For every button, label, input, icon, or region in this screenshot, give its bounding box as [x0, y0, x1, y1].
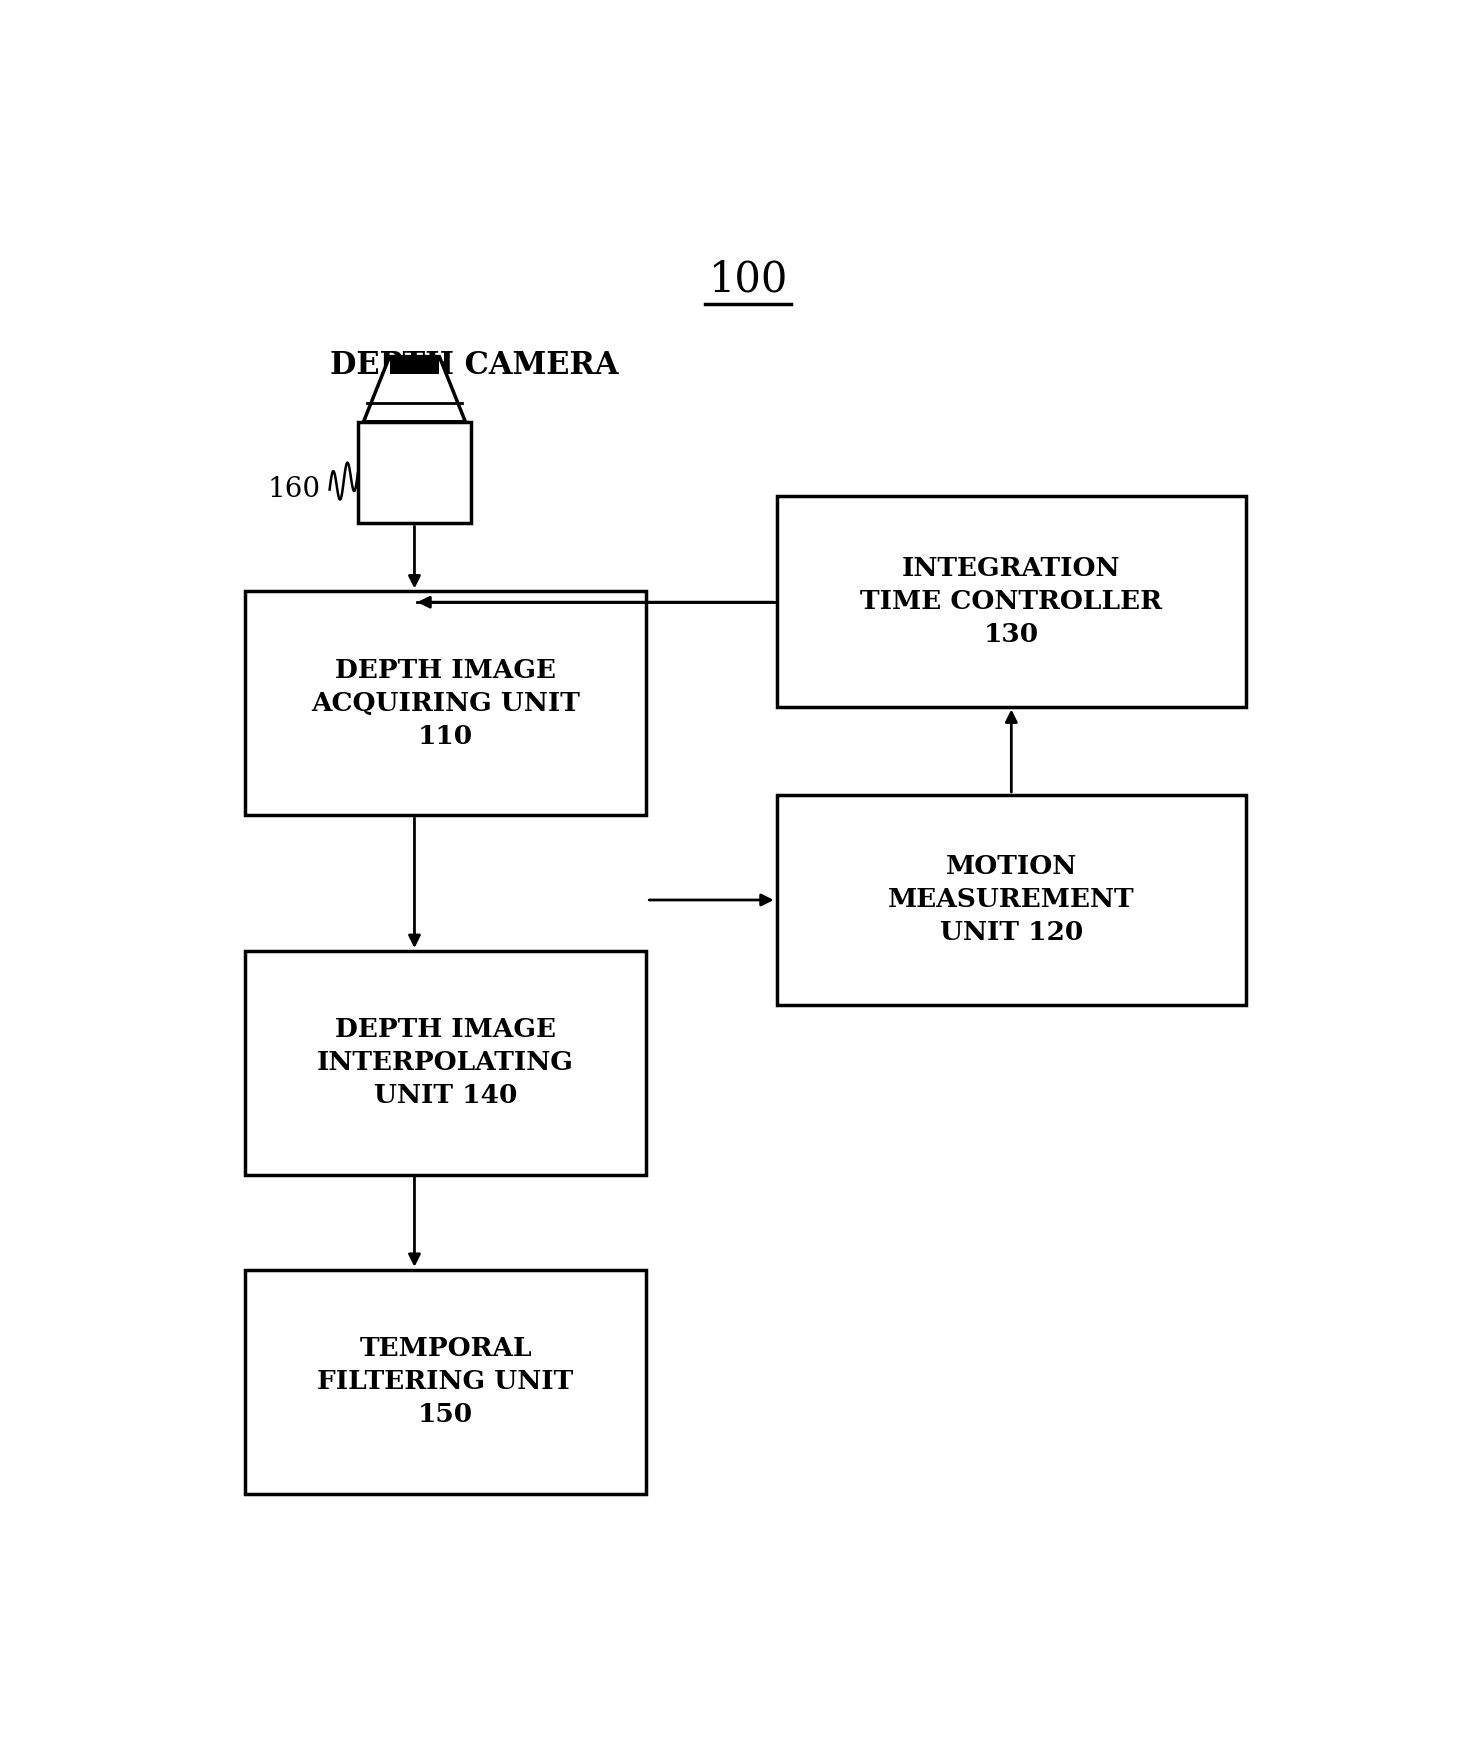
Text: INTEGRATION
TIME CONTROLLER
130: INTEGRATION TIME CONTROLLER 130 — [860, 557, 1162, 647]
Text: TEMPORAL
FILTERING UNIT
150: TEMPORAL FILTERING UNIT 150 — [317, 1336, 574, 1427]
Text: 160: 160 — [267, 476, 321, 504]
Text: DEPTH IMAGE
ACQUIRING UNIT
110: DEPTH IMAGE ACQUIRING UNIT 110 — [311, 657, 580, 749]
Bar — [390, 358, 439, 374]
Bar — [245, 951, 647, 1175]
Text: 100: 100 — [708, 259, 788, 301]
Text: MOTION
MEASUREMENT
UNIT 120: MOTION MEASUREMENT UNIT 120 — [888, 855, 1134, 946]
Bar — [777, 497, 1245, 707]
Polygon shape — [364, 356, 466, 421]
Text: DEPTH IMAGE
INTERPOLATING
UNIT 140: DEPTH IMAGE INTERPOLATING UNIT 140 — [317, 1017, 574, 1108]
Bar — [777, 795, 1245, 1004]
Text: DEPTH CAMERA: DEPTH CAMERA — [330, 351, 618, 381]
Bar — [245, 592, 647, 816]
Bar — [358, 421, 472, 523]
Bar — [245, 1270, 647, 1494]
